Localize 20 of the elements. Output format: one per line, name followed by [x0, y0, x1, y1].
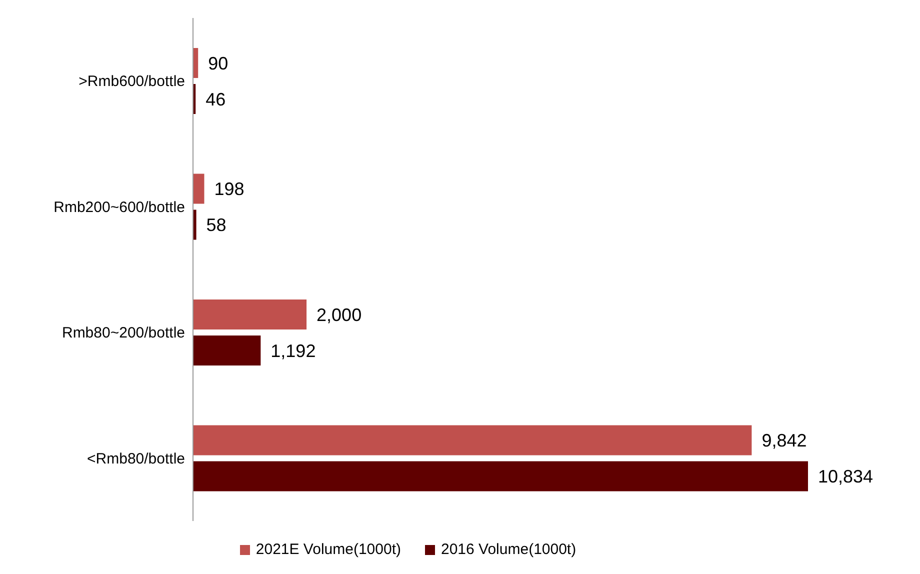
data-label: 58: [206, 215, 226, 236]
data-label: 46: [206, 89, 226, 110]
y-tick-label: Rmb80~200/bottle: [62, 324, 185, 342]
bar: [193, 336, 261, 366]
y-tick-label: >Rmb600/bottle: [78, 73, 185, 90]
bar: [193, 425, 752, 456]
legend-label: 2016 Volume(1000t): [440, 541, 576, 558]
y-tick-label: Rmb200~600/bottle: [54, 198, 185, 216]
data-label: 198: [214, 179, 244, 200]
bar: [193, 174, 204, 204]
y-tick-label: <Rmb80/bottle: [87, 450, 185, 468]
data-label: 2,000: [316, 304, 362, 325]
legend-label: 2021E Volume(1000t): [254, 541, 401, 558]
data-label: 90: [208, 53, 228, 74]
bar: [193, 300, 307, 330]
data-label: 10,834: [818, 466, 874, 487]
data-label: 1,192: [270, 340, 316, 361]
bar: [193, 210, 196, 240]
bar: [193, 461, 808, 492]
data-label: 9,842: [762, 430, 807, 451]
